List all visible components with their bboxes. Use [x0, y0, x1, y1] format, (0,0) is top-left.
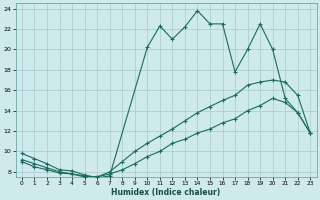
X-axis label: Humidex (Indice chaleur): Humidex (Indice chaleur): [111, 188, 221, 197]
